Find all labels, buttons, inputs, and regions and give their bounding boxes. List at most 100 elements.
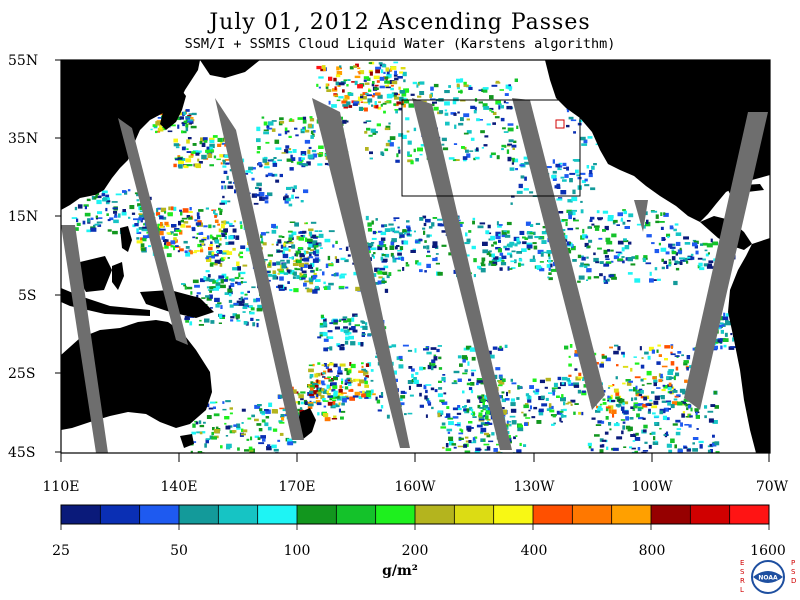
cloud-pixel	[194, 163, 200, 168]
cloud-pixel	[478, 415, 485, 420]
cloud-pixel	[76, 222, 81, 226]
cloud-pixel	[630, 367, 633, 372]
cloud-pixel	[308, 123, 312, 128]
cloud-pixel	[312, 250, 316, 255]
cloud-pixel	[263, 259, 268, 261]
cloud-pixel	[288, 249, 291, 252]
cloud-pixel	[187, 119, 194, 121]
cloud-pixel	[482, 88, 488, 93]
cloud-pixel	[661, 365, 668, 368]
cloud-pixel	[209, 234, 213, 239]
cloud-pixel	[282, 453, 284, 456]
cloud-pixel	[508, 435, 511, 439]
cloud-pixel	[538, 408, 544, 413]
cloud-pixel	[334, 86, 337, 90]
cloud-pixel	[384, 80, 390, 84]
cloud-pixel	[343, 79, 348, 82]
cloud-pixel	[599, 403, 603, 406]
cloud-pixel	[211, 431, 214, 436]
cloud-pixel	[658, 354, 662, 357]
cloud-pixel	[282, 251, 286, 254]
cloud-pixel	[433, 354, 437, 357]
cloud-pixel	[705, 253, 709, 257]
cloud-pixel	[604, 225, 609, 231]
cloud-pixel	[209, 286, 215, 290]
cloud-pixel	[364, 384, 369, 388]
cloud-pixel	[339, 385, 342, 389]
cloud-pixel	[284, 149, 289, 154]
cloud-pixel	[500, 105, 504, 109]
cloud-pixel	[321, 388, 324, 392]
cloud-pixel	[189, 207, 192, 211]
cloud-pixel	[389, 245, 395, 250]
cloud-pixel	[548, 277, 553, 281]
cloud-pixel	[210, 307, 213, 309]
gap-swath-1	[61, 225, 108, 453]
cloud-pixel	[136, 228, 139, 233]
cloud-pixel	[403, 104, 406, 108]
cloud-pixel	[136, 237, 140, 240]
cloud-pixel	[285, 193, 288, 196]
cloud-pixel	[141, 250, 147, 253]
cloud-pixel	[548, 256, 551, 260]
cloud-pixel	[519, 442, 522, 446]
cloud-pixel	[361, 369, 368, 373]
cloud-pixel	[640, 395, 645, 399]
cloud-pixel	[643, 378, 647, 380]
cloud-pixel	[403, 97, 407, 100]
cloud-pixel	[670, 353, 676, 356]
orbit-gaps	[61, 98, 768, 453]
cloud-pixel	[476, 118, 480, 122]
cloud-pixel	[307, 392, 313, 396]
cloud-pixel	[552, 170, 557, 174]
cloud-pixel	[481, 147, 484, 149]
cloud-pixel	[242, 264, 248, 267]
cloud-pixel	[472, 220, 475, 225]
cloud-pixel	[347, 79, 351, 81]
cloud-pixel	[229, 412, 233, 415]
cloud-pixel	[262, 197, 268, 200]
cloud-pixel	[157, 207, 162, 210]
cloud-pixel	[294, 253, 297, 257]
cloud-pixel	[698, 262, 703, 267]
cloud-pixel	[498, 239, 501, 243]
cloud-pixel	[355, 286, 361, 292]
cloud-pixel	[82, 220, 86, 225]
cloud-pixel	[622, 421, 626, 424]
cloud-pixel	[464, 436, 469, 439]
cloud-pixel	[447, 417, 454, 420]
cloud-pixel	[523, 188, 529, 191]
cloud-pixel	[526, 242, 533, 245]
cloud-pixel	[333, 393, 338, 397]
cloud-pixel	[195, 222, 202, 226]
cloud-pixel	[364, 377, 367, 382]
cloud-pixel	[487, 224, 491, 229]
cloud-pixel	[597, 454, 600, 457]
cloud-pixel	[277, 394, 282, 399]
cloud-pixel	[438, 367, 443, 370]
cloud-pixel	[396, 153, 399, 158]
cloud-pixel	[694, 245, 698, 249]
cloud-pixel	[546, 166, 552, 169]
cloud-pixel	[613, 350, 619, 355]
cloud-pixel	[397, 269, 401, 272]
cloud-pixel	[333, 363, 338, 368]
cloud-pixel	[319, 269, 322, 271]
cloud-pixel	[238, 460, 243, 463]
cloud-pixel	[312, 363, 315, 367]
cloud-pixel	[444, 112, 449, 116]
cloud-pixel	[367, 227, 373, 232]
cloud-pixel	[719, 316, 724, 321]
cloud-pixel	[532, 242, 537, 245]
cloud-pixel	[186, 151, 192, 153]
cloud-pixel	[527, 247, 531, 251]
cloud-pixel	[210, 320, 215, 324]
cloud-pixel	[467, 361, 470, 366]
cloud-pixel	[282, 408, 287, 412]
gap-swath-8	[684, 112, 768, 410]
cloud-pixel	[212, 135, 218, 138]
cloud-pixel	[713, 390, 717, 395]
cloud-pixel	[392, 258, 397, 263]
colorbar-label-1600: 1600	[750, 543, 786, 559]
gap-swath-2	[118, 118, 188, 345]
